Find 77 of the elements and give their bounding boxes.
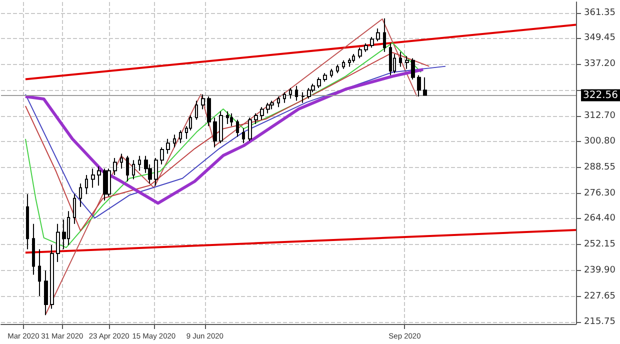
candlestick — [73, 194, 76, 224]
candlestick — [207, 96, 211, 127]
candlestick — [405, 56, 409, 70]
candlestick — [132, 160, 135, 180]
candlestick — [348, 58, 351, 68]
candlestick — [50, 244, 54, 310]
y-tick-label: 349.45 — [584, 33, 616, 44]
candlestick — [126, 155, 129, 182]
candlestick — [277, 96, 280, 108]
candlestick — [383, 18, 386, 52]
candlestick — [26, 194, 29, 250]
candlestick — [417, 74, 421, 97]
candlestick — [358, 47, 362, 59]
candlestick — [38, 248, 41, 296]
candlestick — [423, 76, 427, 96]
candlestick — [79, 182, 82, 208]
candlestick — [103, 168, 107, 201]
candlestick — [195, 100, 198, 120]
candlestick — [120, 153, 123, 170]
candlestick — [283, 92, 286, 104]
y-tick-label: 337.20 — [584, 59, 616, 70]
candlestick — [173, 134, 176, 148]
candlestick — [107, 168, 111, 197]
candlestick — [242, 128, 245, 144]
candlestick — [364, 42, 368, 52]
candlestick — [56, 223, 60, 263]
y-tick-label: 239.90 — [584, 266, 616, 276]
candlestick — [254, 112, 258, 125]
ref-line-label: 322.56 — [583, 90, 618, 101]
candlestick — [166, 138, 170, 154]
candlestick — [301, 92, 305, 104]
candlestick — [389, 42, 392, 76]
candlestick — [91, 168, 95, 188]
candlestick — [226, 110, 229, 125]
line-series — [24, 68, 425, 205]
candlestick — [138, 155, 141, 172]
y-tick-label: 312.70 — [584, 111, 616, 122]
candlestick — [266, 102, 270, 114]
candlestick — [201, 94, 205, 110]
y-tick-label: 288.55 — [584, 162, 616, 172]
y-tick-label: 276.30 — [584, 188, 616, 198]
candlestick — [399, 51, 402, 68]
candlestick — [323, 72, 327, 82]
candlestick — [32, 223, 35, 276]
candlestick — [336, 64, 339, 74]
candlestick — [85, 174, 88, 195]
candlestick — [154, 158, 158, 186]
candlestick — [97, 166, 101, 186]
y-tick-label: 227.65 — [584, 292, 616, 302]
candlestick — [307, 87, 311, 100]
candlestick — [295, 85, 298, 102]
line-series — [45, 18, 418, 315]
candlestick — [236, 119, 239, 138]
candlestick — [411, 58, 415, 80]
y-tick-label: 215.75 — [584, 316, 616, 327]
candlestick — [44, 270, 48, 316]
candlestick — [230, 112, 233, 127]
candlestick — [219, 110, 223, 144]
candlestick — [248, 117, 252, 142]
candlestick — [289, 87, 292, 100]
candlestick — [352, 54, 355, 63]
candlestick — [342, 60, 345, 70]
candlestick — [317, 76, 321, 88]
candlestick — [370, 36, 374, 48]
y-tick-label: 264.40 — [584, 214, 616, 224]
candlestick — [376, 28, 380, 42]
line-series — [24, 66, 446, 219]
candlestick — [179, 130, 182, 144]
y-tick-label: 252.15 — [584, 240, 616, 250]
candlestick — [270, 100, 274, 110]
y-tick-label: 300.80 — [584, 136, 616, 146]
candlestick — [213, 117, 217, 148]
candlestick — [113, 158, 117, 176]
candlestick — [330, 68, 333, 78]
candlestick — [160, 146, 164, 165]
candlestick — [260, 106, 264, 120]
y-tick-label: 361.35 — [584, 8, 616, 18]
